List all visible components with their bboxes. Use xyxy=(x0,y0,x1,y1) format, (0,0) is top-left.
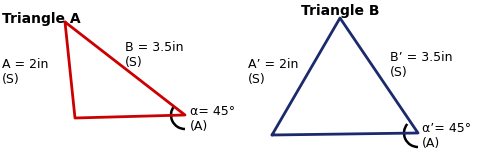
Text: α= 45°
(A): α= 45° (A) xyxy=(190,105,235,133)
Text: Triangle A: Triangle A xyxy=(2,12,80,26)
Text: B’ = 3.5in
(S): B’ = 3.5in (S) xyxy=(390,51,452,79)
Text: Triangle B: Triangle B xyxy=(301,4,380,18)
Text: A’ = 2in
(S): A’ = 2in (S) xyxy=(248,58,298,86)
Text: A = 2in
(S): A = 2in (S) xyxy=(2,58,48,86)
Text: B = 3.5in
(S): B = 3.5in (S) xyxy=(125,41,184,69)
Text: α’= 45°
(A): α’= 45° (A) xyxy=(422,122,471,150)
